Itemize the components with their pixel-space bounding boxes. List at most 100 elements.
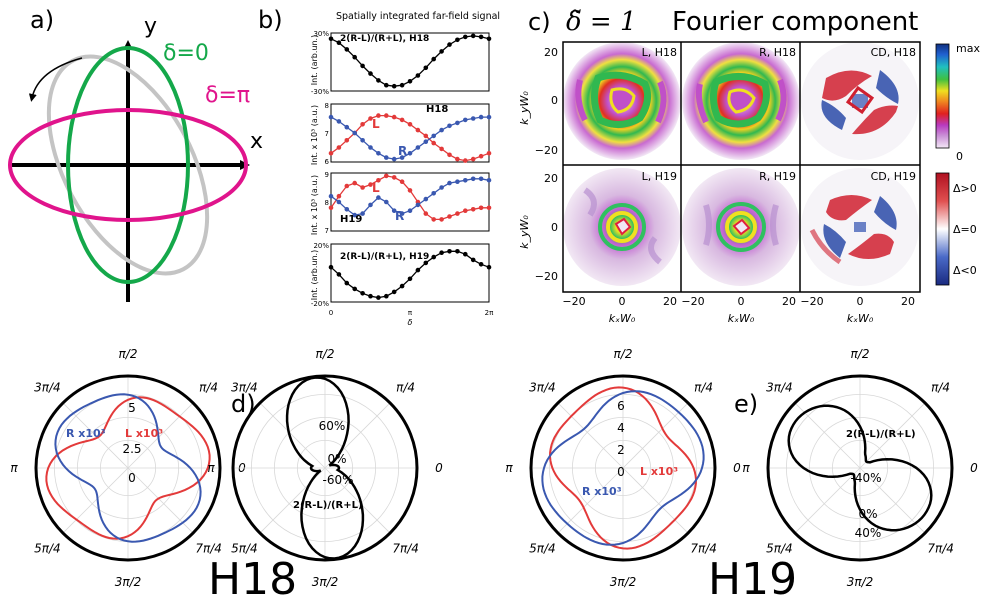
b4-point-ratio-17 [463,251,468,257]
c-xtick-1a: −20 [562,295,585,308]
polar-H18-intensity-angle-315: 7π/4 [195,542,222,556]
b4-point-ratio-5 [368,293,373,299]
panel-b-label: b) [258,6,283,34]
b4-point-ratio-19 [478,262,484,267]
b2-point-L-0 [328,151,334,156]
polar-H19-intensity-spoke-135 [557,402,624,469]
colorbar-intensity [935,43,950,149]
polar-H18-cd-spoke-315 [324,467,391,534]
b3-point-L-9 [399,179,405,184]
c-ytick-bot-0: 0 [551,221,558,234]
H19-cd-annotation: 2(R-L)/(R+L) [846,429,916,440]
b1-point-ratio-6 [376,78,381,83]
b1-point-ratio-12 [423,65,429,71]
b1-point-ratio-16 [455,37,460,43]
polar-H19-cd-angle-135: 3π/4 [766,380,793,394]
b3-point-R-10 [407,208,413,213]
b-subplot-frame-4 [330,243,490,303]
b3-point-L-12 [423,211,429,216]
b1-ylabel: Int. (arb.un.) [310,35,319,85]
b2-ytick-8: 8 [325,102,329,110]
delta-pi-label: δ=π [205,83,250,108]
b3-point-L-18 [470,207,476,212]
panel-c-title: Fourier component [672,7,918,37]
H18-cd-rtick-m60: -60% [322,473,353,487]
b2-point-L-7 [384,113,389,118]
map-label-CD-H19: CD, H19 [871,170,916,183]
b1-point-ratio-2 [344,47,350,52]
b2-point-L-13 [431,140,437,146]
b3-point-L-2 [344,183,350,189]
b1-point-ratio-9 [399,82,405,88]
polar-H18-intensity-spoke-225 [62,467,129,534]
b3-point-L-19 [478,205,484,211]
panel-b: b) Spatially integrated far-field signal… [258,6,500,327]
b3-point-R-5 [368,202,373,208]
b2-point-L-4 [360,122,365,127]
H19-cd-rtick-40: 40% [855,526,882,540]
b2-point-L-11 [415,127,421,133]
b4-ylabel: Int. (arb.un.) [310,250,319,300]
c-xtick-3a: −20 [800,295,823,308]
b2-point-L-9 [399,117,405,123]
polar-H18-cd-angle-45: π/4 [396,380,415,394]
panel-c: c) δ̃ = 1 Fourier component [518,7,980,325]
polar-H18-cd-angle-315: 7π/4 [392,542,419,556]
H18-L-curve [45,396,211,540]
b-subplot-frame-3 [330,172,490,232]
b2-point-L-2 [344,138,350,143]
polar-H19-intensity-spoke-225 [557,467,624,534]
c-xtick-3b: 0 [857,295,864,308]
b4-point-ratio-10 [407,276,413,282]
polar-H19-intensity-angle-90: π/2 [614,347,633,361]
b2-point-R-19 [478,114,484,120]
map-label-R-H18: R, H18 [759,46,796,59]
caption-H18: H18 [208,554,297,602]
polar-H18-cd-angle-180: π [207,461,215,475]
map-L-H18 [563,42,681,160]
b4-point-ratio-15 [447,249,452,254]
b3-point-L-5 [368,182,373,187]
b1-point-ratio-13 [431,56,437,62]
b-xtick-0: 0 [329,309,333,317]
b1-point-ratio-17 [463,34,468,40]
b2-point-R-0 [328,114,334,120]
b1-point-ratio-20 [486,36,492,42]
b2-point-R-1 [336,119,342,124]
H18-rtick-2.5: 2.5 [122,442,141,456]
b3-annotation: H19 [340,214,362,225]
polar-H18-cd-angle-0: 0 [435,461,443,475]
b2-L-label: L [372,117,380,131]
polar-H18-cd-frame [231,374,419,562]
polar-H19-cd: π/2 π/4 0 7π/4 3π/2 5π/4 π 3π/4 -40% 0% 40% 2(R-L)/… [742,347,978,589]
b3-point-L-15 [447,214,452,219]
c-ytick-bot-20: 20 [544,172,558,185]
panel-c-title-math: δ̃ = 1 [566,7,637,37]
c-xtick-3c: 20 [901,295,915,308]
b2-point-R-6 [376,151,381,156]
b2-point-R-9 [399,155,405,160]
b4-point-ratio-14 [439,250,444,255]
b2-point-L-16 [455,156,460,162]
b3-point-L-20 [486,205,492,211]
b3-R-label: R [395,209,404,223]
polar-H19-cd-angle-90: π/2 [851,347,870,361]
polar-H18-cd-angle-270: 3π/2 [312,575,339,589]
b-xtick-2pi: 2π [485,309,494,317]
polar-H19-intensity-angle-315: 7π/4 [690,542,717,556]
b2-R-label: R [398,144,407,158]
polar-H19-cd-spoke-315 [859,467,926,534]
b3-point-L-13 [431,217,437,222]
b4-point-ratio-9 [399,283,405,289]
polar-H19-cd-angle-225: 5π/4 [766,542,793,556]
map-label-R-H19: R, H19 [759,170,796,183]
b3-point-R-8 [391,208,397,213]
map-CD-H18 [801,42,919,160]
c-xlabel-3: kₓW₀ [847,312,874,325]
b2-point-L-12 [423,133,429,139]
b4-point-ratio-16 [455,249,460,254]
polar-H19-intensity-angle-180: π [505,461,513,475]
polar-H18-intensity-frame [34,374,222,562]
polar-H19-cd-angle-45: π/4 [931,380,950,394]
b1-point-ratio-15 [447,42,452,47]
